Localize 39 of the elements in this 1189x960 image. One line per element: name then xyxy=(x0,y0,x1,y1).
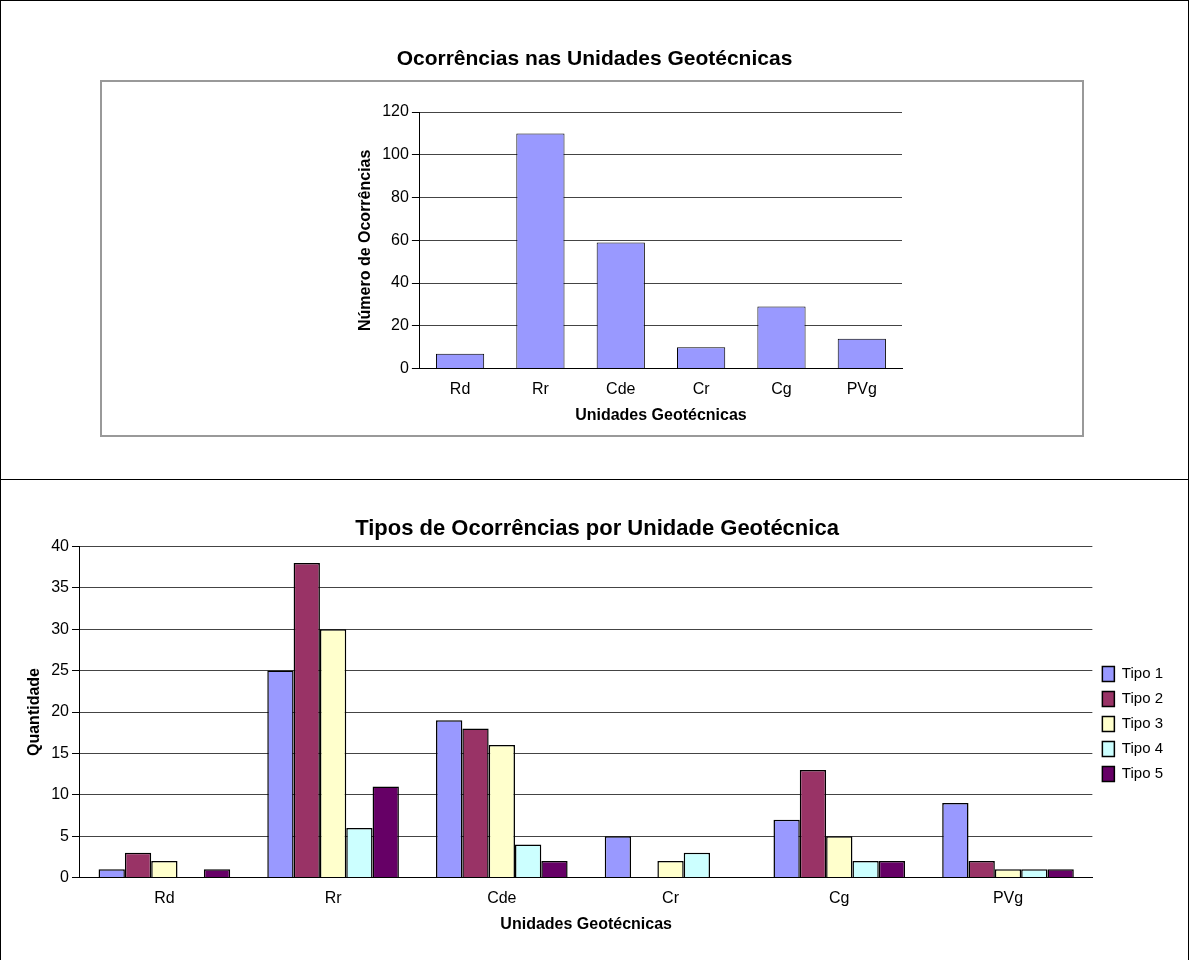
x-tick-label: Rr xyxy=(324,888,343,906)
legend-label: Tipo 4 xyxy=(1121,739,1164,757)
y-axis-title: Número de Ocorrências xyxy=(356,149,374,331)
y-tick-label: 0 xyxy=(60,868,70,886)
y-tick-label: 15 xyxy=(51,743,70,761)
x-tick-label: Rd xyxy=(449,379,471,397)
x-axis-title: Unidades Geotécnicas xyxy=(575,405,747,423)
y-tick-label: 35 xyxy=(51,578,70,596)
x-tick-label: Cr xyxy=(692,379,711,397)
chart-title: Tipos de Ocorrências por Unidade Geotécnica xyxy=(355,515,840,541)
legend-label: Tipo 1 xyxy=(1121,664,1164,682)
y-tick-label: 100 xyxy=(382,145,409,163)
y-tick-label: 40 xyxy=(391,273,409,291)
x-tick-label: Cde xyxy=(487,888,517,906)
x-axis-title: Unidades Geotécnicas xyxy=(500,914,673,932)
x-tick-label: Cg xyxy=(771,379,792,397)
x-tick-label: PVg xyxy=(992,888,1024,906)
x-tick-label: PVg xyxy=(846,379,877,397)
x-tick-label: Rd xyxy=(154,888,175,906)
y-tick-label: 10 xyxy=(51,785,70,803)
legend-label: Tipo 2 xyxy=(1121,689,1164,707)
y-tick-label: 20 xyxy=(391,316,409,334)
y-tick-label: 60 xyxy=(391,230,409,248)
y-tick-label: 40 xyxy=(51,536,70,554)
y-tick-label: 5 xyxy=(60,826,70,844)
legend-label: Tipo 3 xyxy=(1121,714,1164,732)
y-tick-label: 30 xyxy=(51,619,70,637)
x-tick-label: Cde xyxy=(606,379,636,397)
y-tick-label: 20 xyxy=(51,702,70,720)
x-tick-label: Cr xyxy=(662,888,680,906)
y-axis-title: Quantidade xyxy=(25,667,43,757)
y-tick-label: 80 xyxy=(391,187,409,205)
chart-title: Ocorrências nas Unidades Geotécnicas xyxy=(395,46,794,70)
x-tick-label: Rr xyxy=(531,379,550,397)
legend-label: Tipo 5 xyxy=(1121,764,1164,782)
x-tick-label: Cg xyxy=(829,888,850,906)
y-tick-label: 0 xyxy=(399,359,409,377)
y-tick-label: 25 xyxy=(51,661,70,679)
y-tick-label: 120 xyxy=(382,102,409,120)
